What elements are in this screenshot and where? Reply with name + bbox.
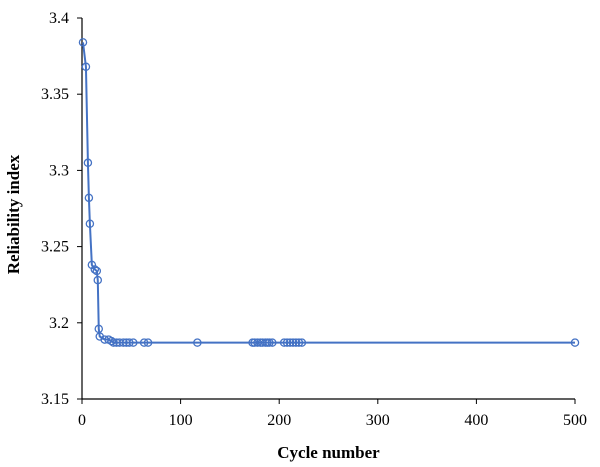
x-tick-label: 100 [169, 412, 193, 429]
data-point [90, 265, 100, 274]
data-point [85, 219, 95, 228]
y-tick-label: 3.25 [41, 239, 69, 256]
data-point [93, 275, 103, 285]
data-point [143, 338, 153, 347]
x-tick-label: 300 [366, 412, 390, 429]
data-point [253, 338, 262, 347]
y-axis-ticks: 3.15 3.2 3.25 3.3 3.35 3.4 [41, 10, 82, 408]
y-tick-label: 3.15 [41, 391, 69, 408]
y-tick-label: 3.3 [49, 162, 69, 179]
data-point [193, 338, 202, 347]
data-point [83, 158, 93, 168]
y-axis-label: Reliability index [4, 154, 23, 274]
x-tick-label: 400 [464, 412, 488, 429]
data-point [288, 338, 298, 347]
y-tick-label: 3.35 [41, 86, 69, 103]
data-point [81, 62, 91, 72]
data-point [294, 338, 304, 347]
data-point [282, 338, 292, 347]
x-axis-ticks: 0 100 200 300 400 500 [78, 399, 587, 429]
data-point [291, 338, 301, 347]
data-point [125, 338, 134, 347]
data-point [107, 336, 116, 346]
data-point [84, 193, 94, 203]
data-point [109, 338, 118, 347]
data-point [570, 338, 580, 347]
data-point [268, 338, 277, 347]
data-point [129, 338, 138, 347]
data-point [119, 338, 128, 347]
data-point [285, 338, 295, 347]
data-point [279, 338, 289, 347]
data-point [250, 338, 259, 347]
x-tick-label: 500 [563, 412, 587, 429]
data-point [139, 338, 149, 347]
y-tick-label: 3.4 [49, 10, 69, 27]
x-tick-label: 200 [267, 412, 291, 429]
x-tick-label: 0 [78, 412, 86, 429]
series-line [81, 42, 575, 344]
data-point [78, 38, 88, 47]
data-point [265, 338, 274, 347]
data-point [92, 266, 102, 276]
y-tick-label: 3.2 [49, 315, 69, 332]
data-point [297, 338, 307, 347]
x-axis-label: Cycle number [277, 443, 380, 462]
series-layer [78, 38, 580, 347]
